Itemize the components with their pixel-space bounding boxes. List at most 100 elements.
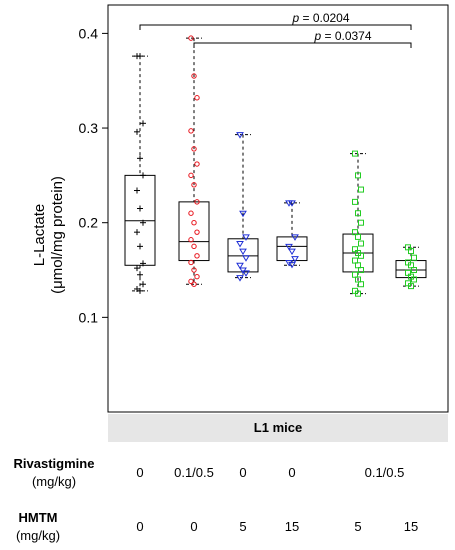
data-point [140,281,146,288]
hmtm-row-unit: (mg/kg) [16,528,60,543]
data-point [352,198,358,205]
data-point [140,219,146,226]
hmtm-dose: 5 [239,519,246,534]
box-layer [124,37,427,295]
data-point [188,128,194,134]
data-point [188,237,194,243]
data-point [191,146,197,152]
data-point [194,273,200,280]
data-point [355,233,361,240]
hmtm-dose: 5 [354,519,361,534]
hmtm-dose: 15 [285,519,299,534]
group-strip-label: L1 mice [254,420,302,435]
data-point [408,248,414,255]
data-point [191,219,197,226]
data-point [411,254,417,261]
data-point [137,243,143,250]
y-tick-label: 0.4 [79,25,99,41]
data-point [291,256,299,263]
data-point [188,278,194,285]
rivastigmine-row-label: Rivastigmine [14,456,95,471]
hmtm-dose: 0 [190,519,197,534]
data-point [188,259,194,266]
rivastigmine-row-unit: (mg/kg) [32,474,76,489]
data-point [191,182,197,188]
point-layer [134,35,417,297]
data-point [137,155,143,162]
significance-bracket [139,24,412,30]
data-point [188,35,194,41]
hmtm-row-label: HMTM [19,510,58,525]
p-value: = 0.0204 [299,11,350,25]
data-point [188,210,194,216]
group-strip [108,414,448,442]
row-values: 0 0.1/0.5 0 0 0.1/0.5 0 0 5 15 5 15 [136,465,418,534]
data-point [242,270,250,277]
data-point [236,241,244,248]
data-point [191,243,197,250]
rivastigmine-dose: 0 [288,465,295,480]
data-point [134,128,140,135]
rivastigmine-dose: 0 [239,465,246,480]
data-point [191,281,197,287]
hmtm-dose: 0 [136,519,143,534]
data-point [285,243,293,251]
data-point [194,161,200,167]
data-point [285,259,293,267]
data-point [358,240,364,247]
data-point [358,267,364,274]
plot-frame [107,4,449,413]
data-point [291,234,299,241]
rivastigmine-dose: 0.1/0.5 [365,465,405,480]
y-tick-label: 0.2 [79,215,99,231]
data-point [358,281,364,288]
data-point [194,253,200,259]
data-point [288,200,296,207]
rivastigmine-dose: 0 [136,465,143,480]
p-symbol: p [291,11,299,25]
data-point [408,283,414,290]
data-point [355,210,361,217]
data-point [134,229,140,236]
data-point [242,255,250,262]
data-point [358,219,364,226]
data-point [288,261,296,269]
hmtm-dose: 15 [404,519,418,534]
p-symbol: p [313,29,321,43]
y-tick-label: 0.3 [79,120,99,136]
data-point [194,199,200,205]
y-tick-label: 0.1 [79,309,99,325]
data-point [236,262,244,270]
p-value-label: p = 0.0374 [313,29,371,43]
data-point [411,276,417,283]
data-point [188,172,194,179]
data-point [140,260,146,267]
data-point [134,187,140,194]
data-point [137,53,143,60]
y-axis-title: L-Lactate (μmol/mg protein) [31,176,66,294]
data-point [140,120,146,127]
data-point [137,271,143,278]
y-axis-label-unit: (μmol/mg protein) [49,176,66,294]
data-point [242,234,250,241]
data-point [352,150,358,157]
data-point [288,248,296,256]
data-point [239,210,247,218]
data-point [194,229,200,235]
data-point [194,95,200,101]
axis-layer: 0.1 0.2 0.3 0.4 [79,4,449,413]
box [178,201,210,262]
data-point [140,172,146,179]
data-point [355,290,361,297]
data-point [358,186,364,193]
data-point [236,275,244,282]
data-point [191,73,197,79]
data-point [355,172,361,179]
significance-bracket [193,42,412,48]
data-point [236,132,244,139]
data-point [411,267,417,274]
p-value: = 0.0374 [321,29,372,43]
p-value-label: p = 0.0204 [291,11,349,25]
